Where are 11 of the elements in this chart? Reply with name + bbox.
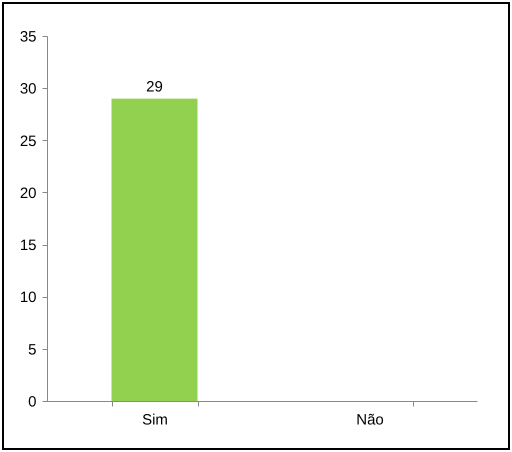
y-tick-label: 35 <box>20 28 36 46</box>
y-tick-label: 25 <box>20 132 36 150</box>
x-tick-label: Não <box>356 412 384 428</box>
y-tick-label: 5 <box>28 341 36 358</box>
y-tick-label: 20 <box>20 184 36 202</box>
y-tick-label: 30 <box>20 80 36 98</box>
data-label: 29 <box>146 78 163 96</box>
y-tick-label: 15 <box>20 237 36 254</box>
x-tick-label: Sim <box>142 412 168 428</box>
y-tick-label: 0 <box>28 394 36 410</box>
y-tick-label: 10 <box>20 289 36 306</box>
